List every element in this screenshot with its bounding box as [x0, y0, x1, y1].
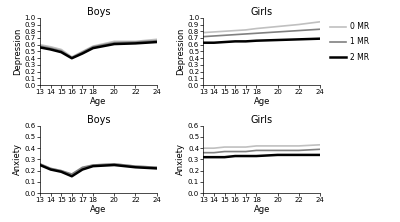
Legend: 0 MR, 1 MR, 2 MR: 0 MR, 1 MR, 2 MR — [330, 22, 370, 62]
Title: Boys: Boys — [86, 115, 110, 125]
Title: Girls: Girls — [251, 115, 273, 125]
Y-axis label: Anxiety: Anxiety — [176, 143, 185, 175]
Y-axis label: Depression: Depression — [13, 28, 22, 75]
Title: Girls: Girls — [251, 7, 273, 17]
X-axis label: Age: Age — [90, 205, 106, 214]
X-axis label: Age: Age — [254, 97, 270, 106]
X-axis label: Age: Age — [90, 97, 106, 106]
Title: Boys: Boys — [86, 7, 110, 17]
Y-axis label: Anxiety: Anxiety — [13, 143, 22, 175]
X-axis label: Age: Age — [254, 205, 270, 214]
Y-axis label: Depression: Depression — [176, 28, 185, 75]
